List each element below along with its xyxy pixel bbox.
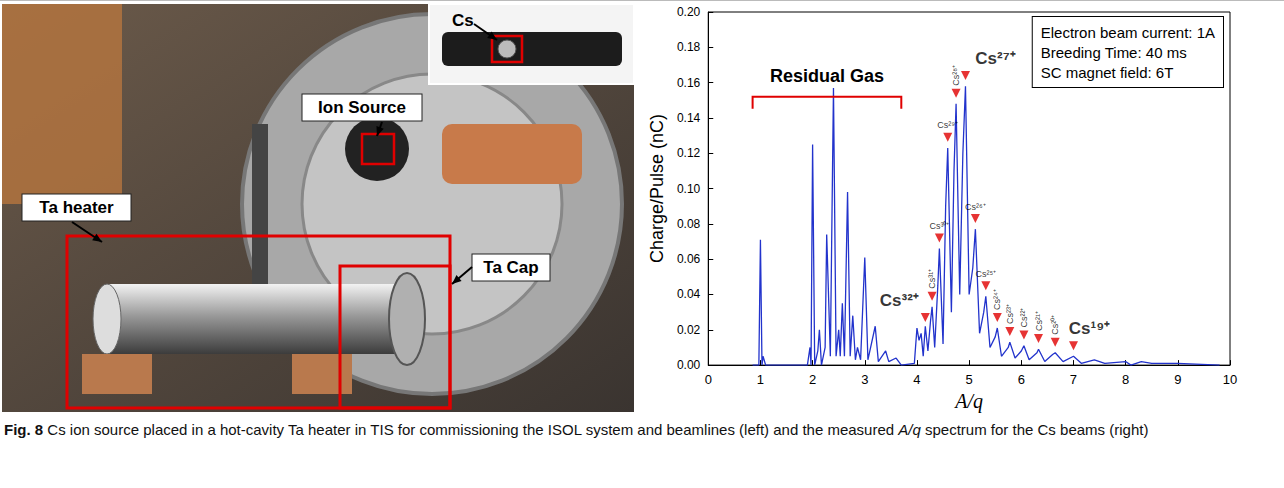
- svg-text:Cs²⁰⁺: Cs²⁰⁺: [1050, 315, 1060, 335]
- svg-text:0.18: 0.18: [677, 40, 701, 54]
- svg-text:A/q: A/q: [953, 390, 983, 413]
- svg-text:6: 6: [1018, 372, 1025, 387]
- svg-text:0.00: 0.00: [677, 358, 701, 372]
- svg-text:Ta heater: Ta heater: [39, 198, 114, 217]
- svg-text:Cs²³⁺: Cs²³⁺: [1005, 304, 1015, 324]
- svg-text:Cs²⁶⁺: Cs²⁶⁺: [965, 202, 986, 212]
- svg-text:0.16: 0.16: [677, 76, 701, 90]
- svg-text:5: 5: [966, 372, 973, 387]
- svg-text:7: 7: [1070, 372, 1077, 387]
- svg-text:Cs³¹⁺: Cs³¹⁺: [927, 269, 937, 289]
- svg-text:3: 3: [861, 372, 868, 387]
- svg-text:Cs³²⁺: Cs³²⁺: [880, 291, 919, 310]
- svg-text:0.10: 0.10: [677, 182, 701, 196]
- svg-text:2: 2: [809, 372, 816, 387]
- svg-text:0.04: 0.04: [677, 287, 701, 301]
- svg-text:Charge/Pulse (nC): Charge/Pulse (nC): [647, 114, 667, 263]
- svg-text:Cs²⁴⁺: Cs²⁴⁺: [992, 289, 1002, 310]
- svg-text:0.06: 0.06: [677, 252, 701, 266]
- svg-text:Cs²⁵⁺: Cs²⁵⁺: [975, 269, 996, 279]
- html-text:Fig. 8 Cs ion source placed in: Fig. 8 Cs ion source placed in a hot-cav…: [4, 421, 1149, 438]
- svg-text:0.14: 0.14: [677, 111, 701, 125]
- svg-text:Cs²¹⁺: Cs²¹⁺: [1034, 311, 1044, 331]
- svg-text:Cs¹⁹⁺: Cs¹⁹⁺: [1069, 319, 1110, 338]
- svg-text:0.08: 0.08: [677, 217, 701, 231]
- svg-text:4: 4: [913, 372, 920, 387]
- svg-text:Cs: Cs: [452, 11, 474, 30]
- svg-text:Electron beam current: 1A: Electron beam current: 1A: [1041, 24, 1215, 41]
- svg-text:Cs²⁹⁺: Cs²⁹⁺: [937, 120, 958, 130]
- svg-text:Cs²²⁺: Cs²²⁺: [1019, 308, 1029, 328]
- svg-text:Ta Cap: Ta Cap: [483, 258, 538, 277]
- svg-text:0.02: 0.02: [677, 323, 701, 337]
- svg-text:9: 9: [1174, 372, 1181, 387]
- svg-text:1: 1: [757, 372, 764, 387]
- svg-text:Cs²⁷⁺: Cs²⁷⁺: [975, 49, 1015, 68]
- svg-text:0.20: 0.20: [677, 5, 701, 19]
- svg-text:Residual Gas: Residual Gas: [770, 66, 884, 86]
- svg-text:Ion Source: Ion Source: [318, 98, 406, 117]
- svg-text:0.12: 0.12: [677, 146, 701, 160]
- svg-text:8: 8: [1122, 372, 1129, 387]
- svg-text:Cs³⁰⁺: Cs³⁰⁺: [929, 221, 949, 231]
- svg-text:Breeding Time: 40 ms: Breeding Time: 40 ms: [1041, 44, 1187, 61]
- svg-text:10: 10: [1223, 372, 1237, 387]
- svg-text:Cs²⁸⁺: Cs²⁸⁺: [951, 65, 961, 86]
- svg-text:0: 0: [705, 372, 712, 387]
- svg-text:SC magnet field: 6T: SC magnet field: 6T: [1041, 64, 1174, 81]
